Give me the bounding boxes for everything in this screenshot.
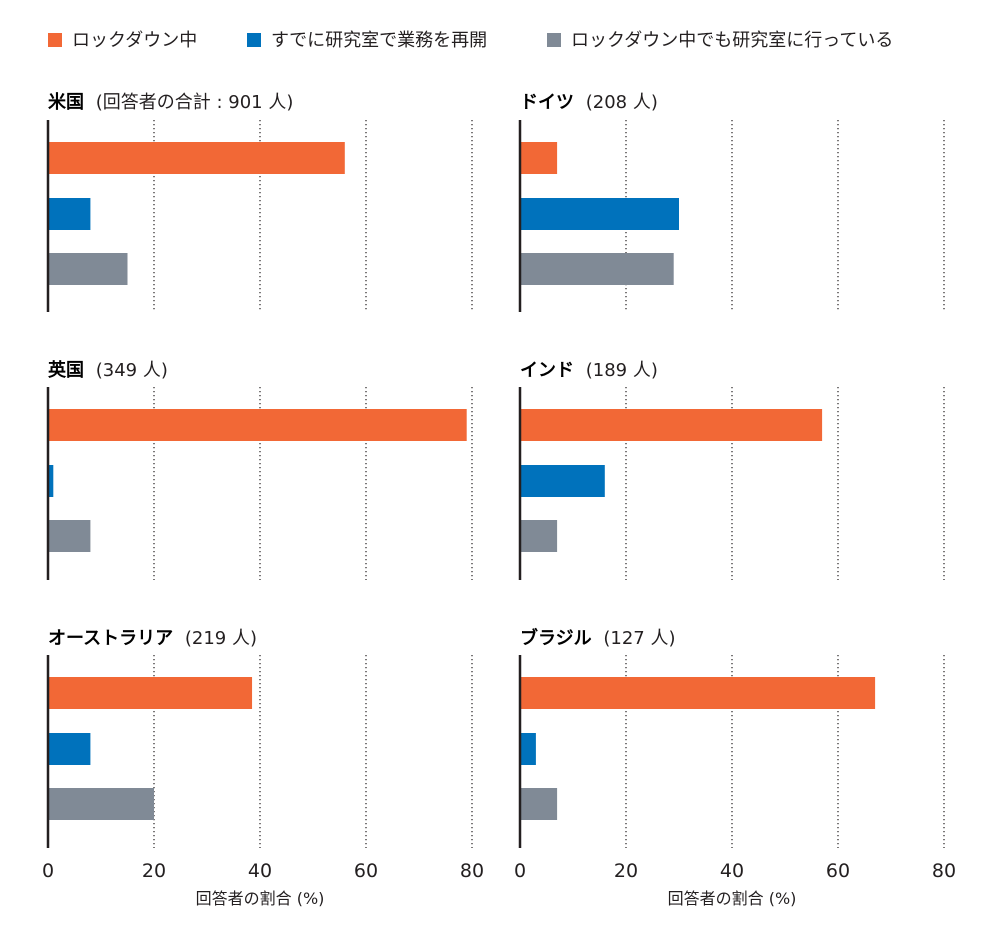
x-axis-title: 回答者の割合 (%): [196, 889, 325, 908]
bar-reopened: [48, 465, 54, 497]
panel-title-count: (208 人): [586, 92, 658, 113]
x-tick-label: 20: [614, 860, 638, 882]
bars: [520, 409, 823, 552]
bar-lockdown: [48, 677, 253, 709]
panel-australia: オーストラリア (219 人) 0 20 40 60 80 回答者の割合 (%): [42, 628, 484, 908]
bar-working-during-lockdown: [48, 253, 128, 285]
bar-working-during-lockdown: [48, 520, 91, 552]
legend-item-working-during-lockdown: ロックダウン中でも研究室に行っている: [547, 30, 893, 51]
legend-item-reopened: すでに研究室で業務を再開: [247, 30, 487, 51]
x-tick-label: 40: [248, 860, 272, 882]
bar-lockdown: [520, 409, 823, 441]
bar-reopened: [520, 198, 679, 230]
x-tick-label: 40: [720, 860, 744, 882]
panel-us: 米国 (回答者の合計 : 901 人): [46, 91, 473, 312]
legend-label-working-during-lockdown: ロックダウン中でも研究室に行っている: [571, 30, 893, 51]
x-tick-label: 60: [354, 860, 378, 882]
x-tick-label: 60: [826, 860, 850, 882]
panel-germany: ドイツ (208 人): [518, 92, 945, 312]
panel-title-country: ドイツ: [520, 92, 574, 113]
bars: [48, 409, 467, 552]
legend-swatch-working-during-lockdown: [547, 33, 561, 47]
panel-title-country: ブラジル: [520, 627, 592, 649]
legend-label-lockdown: ロックダウン中: [72, 30, 197, 51]
x-tick-label: 80: [460, 860, 484, 882]
bar-working-during-lockdown: [48, 788, 154, 820]
panel-title: 英国 (349 人): [47, 359, 168, 381]
legend-swatch-lockdown: [48, 33, 62, 47]
x-tick-label: 0: [42, 860, 54, 882]
bar-working-during-lockdown: [520, 253, 674, 285]
legend-label-reopened: すでに研究室で業務を再開: [271, 30, 487, 51]
legend-item-lockdown: ロックダウン中: [48, 30, 197, 51]
panel-title-count: (127 人): [603, 628, 675, 649]
bars: [520, 142, 679, 285]
bar-working-during-lockdown: [520, 788, 558, 820]
bar-lockdown: [48, 142, 345, 174]
x-tick-labels: 0 20 40 60 80: [42, 860, 484, 882]
panel-title-count: (回答者の合計 : 901 人): [96, 92, 294, 113]
panel-title-country: オーストラリア: [48, 628, 173, 649]
x-axis-title: 回答者の割合 (%): [668, 889, 797, 908]
panel-title-count: (189 人): [586, 360, 658, 381]
panel-title-country: 英国: [47, 359, 84, 381]
bar-working-during-lockdown: [520, 520, 558, 552]
bar-lockdown: [48, 409, 467, 441]
bar-lockdown: [520, 142, 558, 174]
bars: [48, 677, 253, 820]
panel-title: オーストラリア (219 人): [48, 628, 257, 649]
x-tick-label: 0: [514, 860, 526, 882]
legend: ロックダウン中 すでに研究室で業務を再開 ロックダウン中でも研究室に行っている: [48, 30, 893, 51]
x-tick-label: 80: [932, 860, 956, 882]
bars: [48, 142, 345, 285]
bar-lockdown: [520, 677, 876, 709]
bar-reopened: [48, 733, 91, 765]
panel-title-count: (349 人): [96, 360, 168, 381]
x-tick-label: 20: [142, 860, 166, 882]
bar-reopened: [520, 465, 605, 497]
panel-title: 米国 (回答者の合計 : 901 人): [48, 91, 293, 113]
panel-title: ブラジル (127 人): [520, 627, 676, 649]
panel-brazil: ブラジル (127 人) 0 20 40 60 80 回答者の割合 (%): [514, 627, 956, 908]
panel-title: インド (189 人): [520, 360, 658, 381]
panel-india: インド (189 人): [518, 360, 945, 580]
bar-reopened: [48, 198, 91, 230]
bar-reopened: [520, 733, 536, 765]
x-tick-labels: 0 20 40 60 80: [514, 860, 956, 882]
panel-title-country: 米国: [48, 91, 84, 113]
panel-title-count: (219 人): [185, 628, 257, 649]
bars: [520, 677, 876, 820]
legend-swatch-reopened: [247, 33, 261, 47]
panel-uk: 英国 (349 人): [46, 359, 473, 580]
panel-title-country: インド: [520, 360, 574, 381]
panel-title: ドイツ (208 人): [520, 92, 658, 113]
